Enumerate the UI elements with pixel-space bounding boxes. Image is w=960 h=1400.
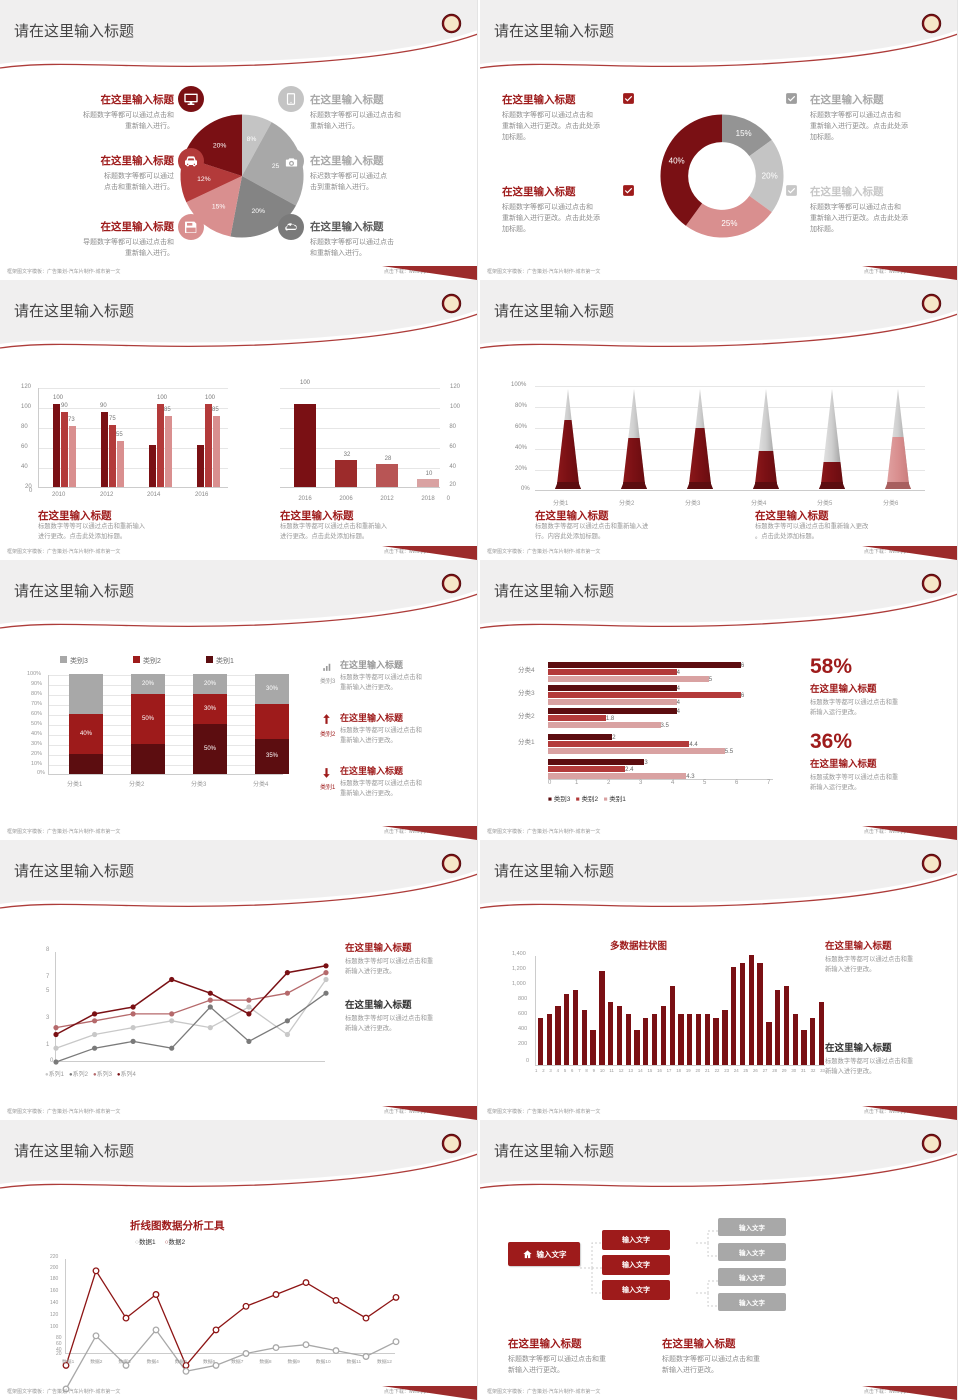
svg-text:25%: 25% (721, 219, 737, 228)
svg-text:20%: 20% (213, 143, 227, 150)
svg-text:8%: 8% (247, 136, 257, 143)
svg-text:15%: 15% (212, 204, 226, 211)
svg-text:20%: 20% (762, 171, 778, 180)
svg-text:15%: 15% (736, 129, 752, 138)
svg-text:12%: 12% (197, 176, 211, 183)
svg-text:40%: 40% (669, 157, 685, 166)
svg-text:20%: 20% (251, 208, 265, 215)
